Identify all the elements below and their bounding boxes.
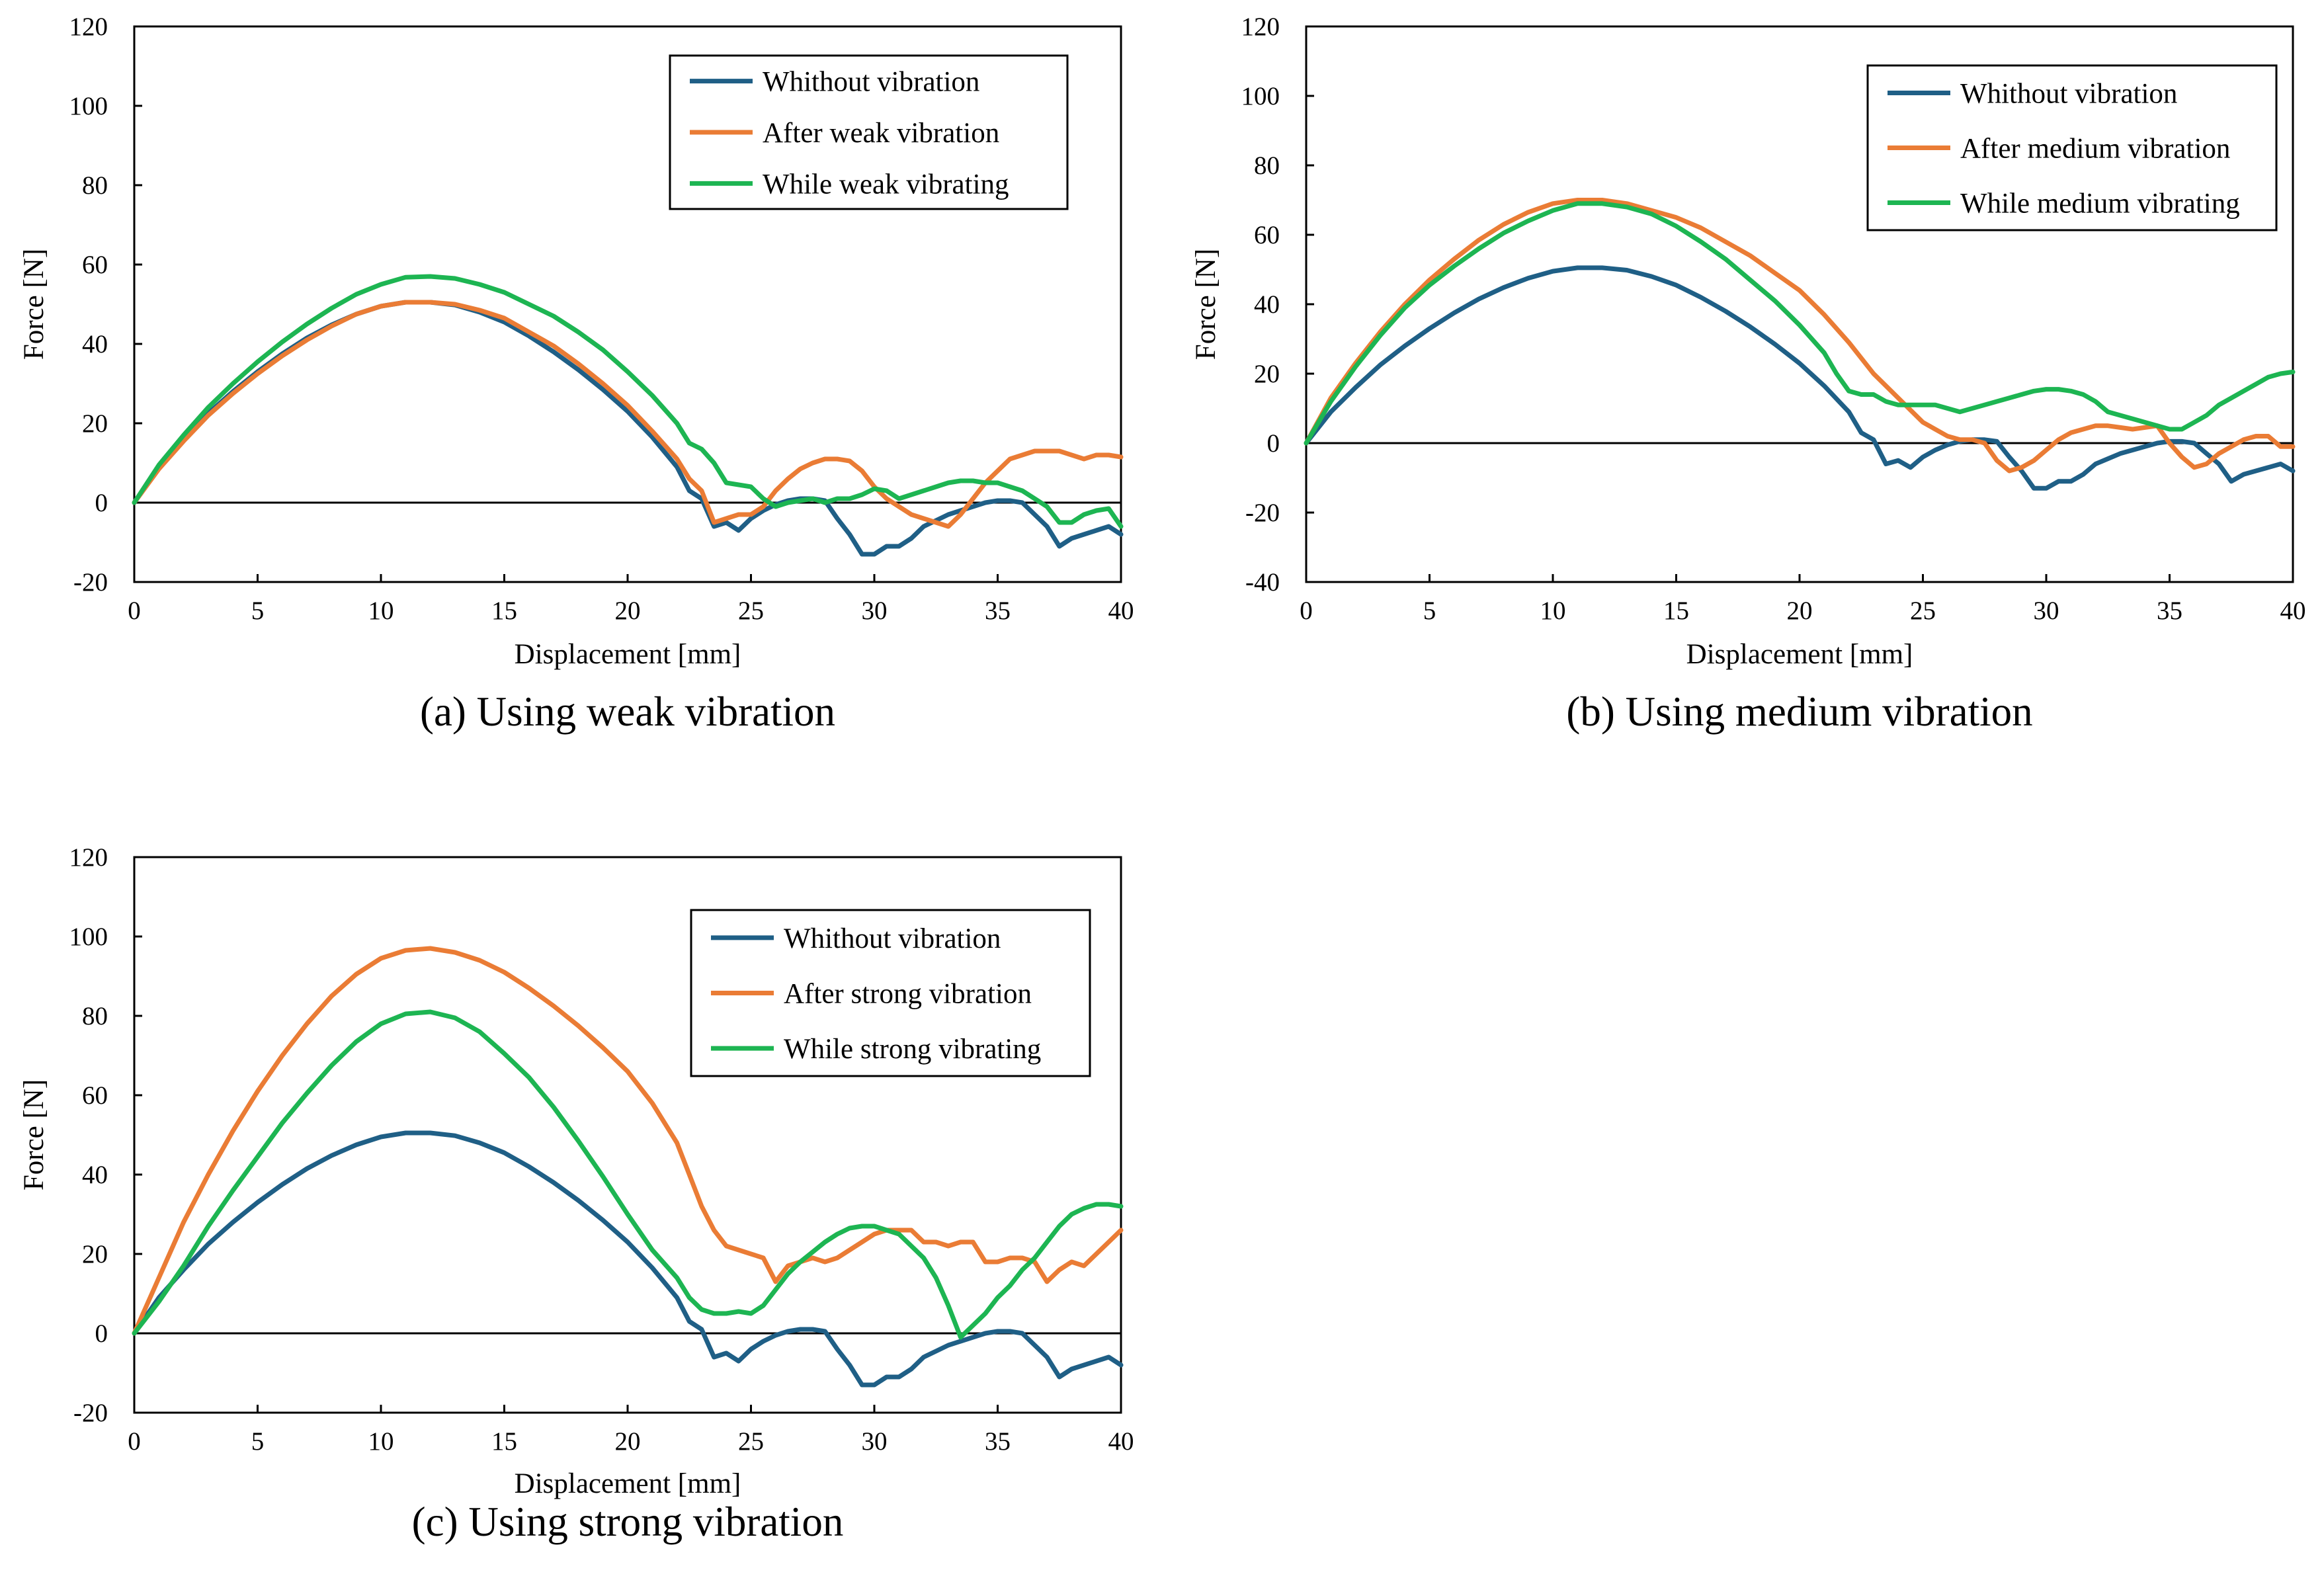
legend-label: Whithout vibration xyxy=(763,67,979,98)
y-axis-title: Force [N] xyxy=(19,249,50,360)
x-tick-label: 20 xyxy=(615,1427,641,1456)
chart-caption: (a) Using weak vibration xyxy=(420,688,835,735)
series-line-after xyxy=(1304,198,2296,474)
chart-panel-3: -20 0 20 40 60 80 100 120 0 5 10 15 20 25 30 35 40 Displa… xyxy=(19,843,1134,1545)
legend-label: Whithout vibration xyxy=(1960,79,2177,110)
chart-panel-1: -20 0 20 40 60 80 100 120 0 5 10 15 20 25 30 35 40 Displa… xyxy=(19,13,1134,735)
y-tick-label: 100 xyxy=(1241,82,1280,110)
y-tick-label: 120 xyxy=(69,13,108,41)
x-tick-label: 0 xyxy=(128,597,141,625)
series-line-while xyxy=(132,274,1124,529)
y-tick-label: 120 xyxy=(69,843,108,872)
x-tick-label: 10 xyxy=(368,597,394,625)
series-line-after xyxy=(132,300,1124,529)
y-tick-label: 20 xyxy=(82,1240,108,1268)
legend: Whithout vibration After medium vibration… xyxy=(1866,64,2278,231)
legend-label: While weak vibrating xyxy=(763,169,1009,200)
legend: Whithout vibration After weak vibration Wh… xyxy=(669,54,1069,210)
x-tick-label: 35 xyxy=(2157,597,2182,625)
x-tick-label: 35 xyxy=(985,1427,1011,1456)
x-tick-label: 15 xyxy=(491,1427,517,1456)
series-line-while xyxy=(132,1009,1124,1340)
series-line-after xyxy=(132,946,1124,1336)
x-tick-label: 15 xyxy=(491,597,517,625)
y-tick-label: 60 xyxy=(82,251,108,279)
y-tick-label: -40 xyxy=(1245,568,1280,597)
legend-label: While strong vibrating xyxy=(784,1034,1041,1065)
x-tick-label: 5 xyxy=(251,597,265,625)
x-tick-label: 40 xyxy=(1108,597,1134,625)
legend-label: After medium vibration xyxy=(1960,134,2230,165)
y-tick-label: 60 xyxy=(82,1081,108,1110)
y-tick-label: 60 xyxy=(1254,221,1280,249)
x-tick-label: 25 xyxy=(738,597,764,625)
y-tick-label: 0 xyxy=(1267,429,1280,458)
legend-label: Whithout vibration xyxy=(784,923,1001,954)
x-axis-title: Displacement [mm] xyxy=(1686,639,1913,670)
y-tick-label: 100 xyxy=(69,923,108,951)
x-tick-label: 30 xyxy=(862,1427,888,1456)
x-tick-label: 35 xyxy=(985,597,1011,625)
x-tick-label: 5 xyxy=(251,1427,265,1456)
x-tick-label: 0 xyxy=(1300,597,1313,625)
x-tick-label: 30 xyxy=(862,597,888,625)
chart-caption: (c) Using strong vibration xyxy=(412,1499,844,1545)
series-line-while xyxy=(1304,201,2296,446)
x-tick-label: 20 xyxy=(1787,597,1813,625)
x-tick-label: 0 xyxy=(128,1427,141,1456)
y-tick-label: -20 xyxy=(73,1399,108,1427)
legend-label: After strong vibration xyxy=(784,979,1032,1010)
x-tick-label: 15 xyxy=(1663,597,1689,625)
y-tick-label: 0 xyxy=(95,1319,108,1348)
x-tick-label: 10 xyxy=(368,1427,394,1456)
y-tick-label: 100 xyxy=(69,92,108,120)
y-tick-label: 0 xyxy=(95,489,108,517)
x-tick-label: 30 xyxy=(2034,597,2059,625)
y-tick-label: 120 xyxy=(1241,13,1280,41)
x-tick-label: 25 xyxy=(1910,597,1936,625)
y-tick-label: 40 xyxy=(1254,290,1280,319)
y-tick-label: -20 xyxy=(1245,499,1280,527)
chart-panel-2: -40 -20 0 20 40 60 80 100 120 0 5 10 15 20 25 30 35 40 Dis… xyxy=(1190,13,2306,735)
x-tick-label: 25 xyxy=(738,1427,764,1456)
series-line-without xyxy=(1304,265,2296,491)
y-tick-label: 40 xyxy=(82,330,108,358)
legend-label: After weak vibration xyxy=(763,118,999,149)
y-tick-label: 80 xyxy=(82,171,108,200)
y-axis-title: Force [N] xyxy=(1190,249,1222,360)
y-tick-label: 80 xyxy=(82,1002,108,1030)
y-tick-label: 40 xyxy=(82,1161,108,1189)
y-tick-label: 20 xyxy=(1254,360,1280,388)
legend: Whithout vibration After strong vibration… xyxy=(690,909,1091,1077)
x-axis-title: Displacement [mm] xyxy=(515,1468,741,1499)
y-tick-label: 20 xyxy=(82,409,108,438)
chart-caption: (b) Using medium vibration xyxy=(1566,688,2032,735)
legend-label: While medium vibrating xyxy=(1960,188,2240,220)
x-tick-label: 5 xyxy=(1423,597,1436,625)
x-tick-label: 40 xyxy=(1108,1427,1134,1456)
x-axis-title: Displacement [mm] xyxy=(515,639,741,670)
y-tick-label: -20 xyxy=(73,568,108,597)
series-line-without xyxy=(132,1130,1124,1388)
y-tick-label: 80 xyxy=(1254,151,1280,180)
x-tick-label: 20 xyxy=(615,597,641,625)
x-tick-label: 40 xyxy=(2280,597,2306,625)
y-axis-title: Force [N] xyxy=(19,1079,50,1190)
x-tick-label: 10 xyxy=(1540,597,1566,625)
